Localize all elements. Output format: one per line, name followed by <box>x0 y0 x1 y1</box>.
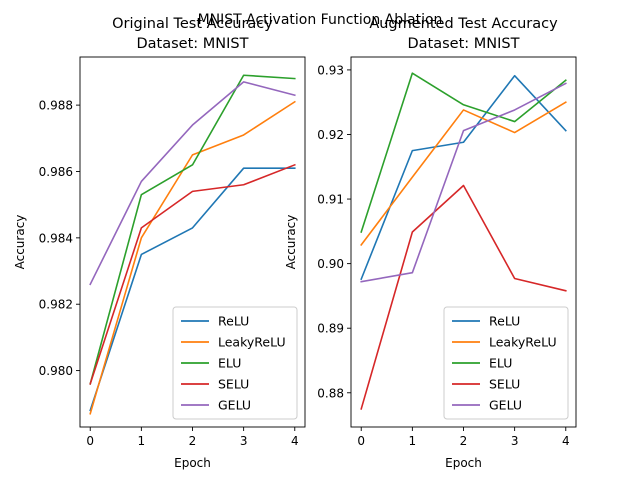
chart-title: Original Test Accuracy Dataset: MNIST <box>112 16 273 52</box>
legend-box <box>172 306 298 420</box>
legend-label-relu: ReLU <box>489 314 520 329</box>
legend-box <box>443 306 569 420</box>
y-tick-label: 0.984 <box>39 231 73 245</box>
x-tick-label: 0 <box>357 434 365 448</box>
y-tick-label: 0.986 <box>39 165 73 179</box>
x-tick-label: 2 <box>460 434 468 448</box>
x-tick-label: 3 <box>240 434 248 448</box>
x-tick-label: 1 <box>409 434 417 448</box>
legend: ReLU LeakyReLU ELU SELU GELU <box>172 306 298 420</box>
legend-label-leakyrelu: LeakyReLU <box>489 335 557 350</box>
y-tick-label: 0.988 <box>39 99 73 113</box>
legend-label-gelu: GELU <box>218 398 251 413</box>
legend-label-selu: SELU <box>218 377 249 392</box>
x-tick-label: 3 <box>511 434 519 448</box>
x-tick-label: 4 <box>291 434 299 448</box>
x-tick-label: 4 <box>562 434 570 448</box>
chart-title: Augmented Test Accuracy Dataset: MNIST <box>369 16 558 52</box>
legend-label-elu: ELU <box>218 356 241 371</box>
x-tick-label: 1 <box>138 434 146 448</box>
chart-original-test-accuracy: Original Test Accuracy Dataset: MNIST 0 1 2 3… <box>13 16 306 470</box>
y-tick-label: 0.90 <box>317 257 344 271</box>
y-axis-label: Accuracy <box>284 215 298 270</box>
x-axis-label: Epoch <box>174 456 211 470</box>
legend-label-gelu: GELU <box>489 398 522 413</box>
legend-label-selu: SELU <box>489 377 520 392</box>
y-tick-label: 0.89 <box>317 322 344 336</box>
y-tick-label: 0.980 <box>39 364 73 378</box>
legend-label-relu: ReLU <box>218 314 249 329</box>
chart-augmented-test-accuracy: Augmented Test Accuracy Dataset: MNIST 0 1 2… <box>284 16 577 470</box>
legend-label-elu: ELU <box>489 356 512 371</box>
y-tick-label: 0.88 <box>317 386 344 400</box>
legend-label-leakyrelu: LeakyReLU <box>218 335 286 350</box>
x-tick-label: 0 <box>86 434 94 448</box>
legend: ReLU LeakyReLU ELU SELU GELU <box>443 306 569 420</box>
x-axis-label: Epoch <box>445 456 482 470</box>
y-tick-label: 0.92 <box>317 128 344 142</box>
y-tick-label: 0.982 <box>39 298 73 312</box>
x-tick-label: 2 <box>189 434 197 448</box>
y-tick-label: 0.91 <box>317 193 344 207</box>
y-axis-label: Accuracy <box>13 215 27 270</box>
figure-suptitle: MNIST Activation Function Ablation <box>198 12 443 28</box>
y-tick-label: 0.93 <box>317 63 344 77</box>
